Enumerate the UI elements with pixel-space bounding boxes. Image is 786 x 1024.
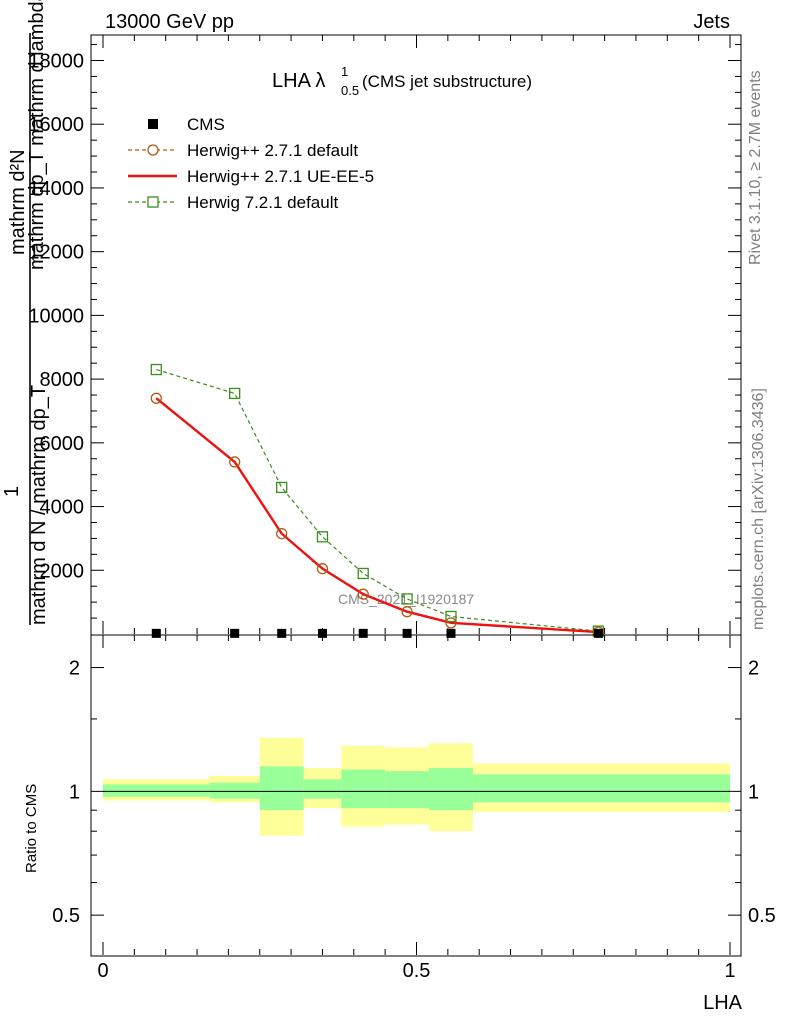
header-left: 13000 GeV pp [105,11,234,33]
herwigpp-default-point [357,588,369,600]
cms-point [358,628,368,638]
legend-hpp-marker [147,144,159,156]
ratio-x-ticks: 0 0.5 1 [97,635,736,982]
analysis-watermark: CMS_2021_I1920187 [338,591,474,607]
herwigpp-default-point [401,606,413,618]
herwigpp-default-point [445,617,457,629]
main-x-ticks [102,35,731,634]
ratio-y-tick-label-right: 2 [748,658,759,680]
legend-cms-marker [148,119,158,129]
main-y-tick-label: 14000 [28,178,84,200]
legend-entry-label: Herwig++ 2.7.1 UE-EE-5 [187,167,374,186]
ratio-band-green [472,774,730,803]
herwig7-point [357,567,369,580]
ratio-y-label: Ratio to CMS [23,784,40,873]
ratio-band-green [429,767,473,811]
cms-point [230,628,240,638]
main-y-tick-label: 6000 [40,433,85,455]
main-y-tick-label: 18000 [28,50,84,72]
series-layer [150,363,604,638]
ratio-y-tick-label: 1 [69,781,80,803]
legend-entry-label: CMS [187,115,225,134]
ylabel-denominator: mathrm d N / mathrm dp_T [28,385,50,625]
main-y-tick-label: 2000 [40,560,85,582]
ratio-bands [103,737,730,836]
ratio-y-tick-label-right: 0.5 [748,905,776,927]
herwig7-point [276,481,288,494]
ratio-band-green [103,784,210,797]
ylabel-numerator-2: mathrm dp_T mathrm d lambda [26,0,48,270]
cms-point [317,628,327,638]
ratio-band-green [209,782,260,799]
plot-title-sub: 0.5 [341,83,359,98]
mcplots-label: mcplots.cern.ch [arXiv:1306.3436] [750,388,767,630]
herwig7-point [229,387,241,400]
cms-point [151,628,161,638]
main-y-tick-label: 8000 [40,369,85,391]
ratio-x-tick-label: 1 [724,960,735,982]
herwig7-point [150,363,162,376]
legend-h7-marker [147,196,159,208]
cms-point [593,628,603,638]
y-axis-label-main: mathrm d²N mathrm dp_T mathrm d lambda 1… [1,0,50,625]
plot-title-suffix: (CMS jet substructure) [362,72,532,91]
herwig7-point [316,531,329,543]
header-right: Jets [693,11,730,33]
herwigpp-default-point [316,563,329,575]
main-y-tick-label: 4000 [40,497,85,519]
legend-entry-label: Herwig++ 2.7.1 default [187,141,358,160]
ratio-y-tick-label: 2 [69,658,80,680]
ratio-y-ticks: 0.5 0.5 1 1 2 2 [52,658,776,928]
herwigpp-default-point [150,392,162,404]
series-herwig7-line [156,368,599,632]
legend: CMS Herwig++ 2.7.1 default Herwig++ 2.7.1 … [128,115,374,212]
ratio-band-green [259,766,304,811]
herwig7-point [445,610,457,623]
herwig7-point [401,593,413,605]
ratio-y-tick-label: 0.5 [52,905,80,927]
ratio-y-tick-label-right: 1 [748,781,759,803]
x-axis-label: LHA [703,992,743,1014]
ratio-x-tick-label: 0 [97,960,108,982]
cms-point [446,628,456,638]
herwigpp-default-point [229,456,241,468]
rivet-label: Rivet 3.1.10, ≥ 2.7M events [747,70,764,265]
cms-point [402,628,412,638]
cms-point [277,628,287,638]
ratio-band-green [303,779,342,799]
main-y-tick-label: 10000 [28,305,84,327]
ratio-band-green [385,771,430,809]
main-y-tick-label: 16000 [28,114,84,136]
legend-entry-label: Herwig 7.2.1 default [187,193,338,212]
series-herwigpp-ueee5-line [155,397,599,634]
main-y-tick-label: 12000 [28,242,84,264]
ratio-x-tick-label: 0.5 [403,960,431,982]
herwigpp-default-point [276,527,288,540]
main-y-ticks: 2000 4000 6000 8000 10000 12000 14000 16000 1800… [28,44,741,619]
plot-title-main: LHA λ [272,70,325,92]
plot-title: LHA λ 1 0.5 (CMS jet substructure) [272,64,532,98]
plot-title-sup: 1 [341,64,348,79]
ratio-band-green [341,769,386,809]
ylabel-numerator: mathrm d²N [7,149,29,255]
ylabel-one: 1 [1,486,23,497]
